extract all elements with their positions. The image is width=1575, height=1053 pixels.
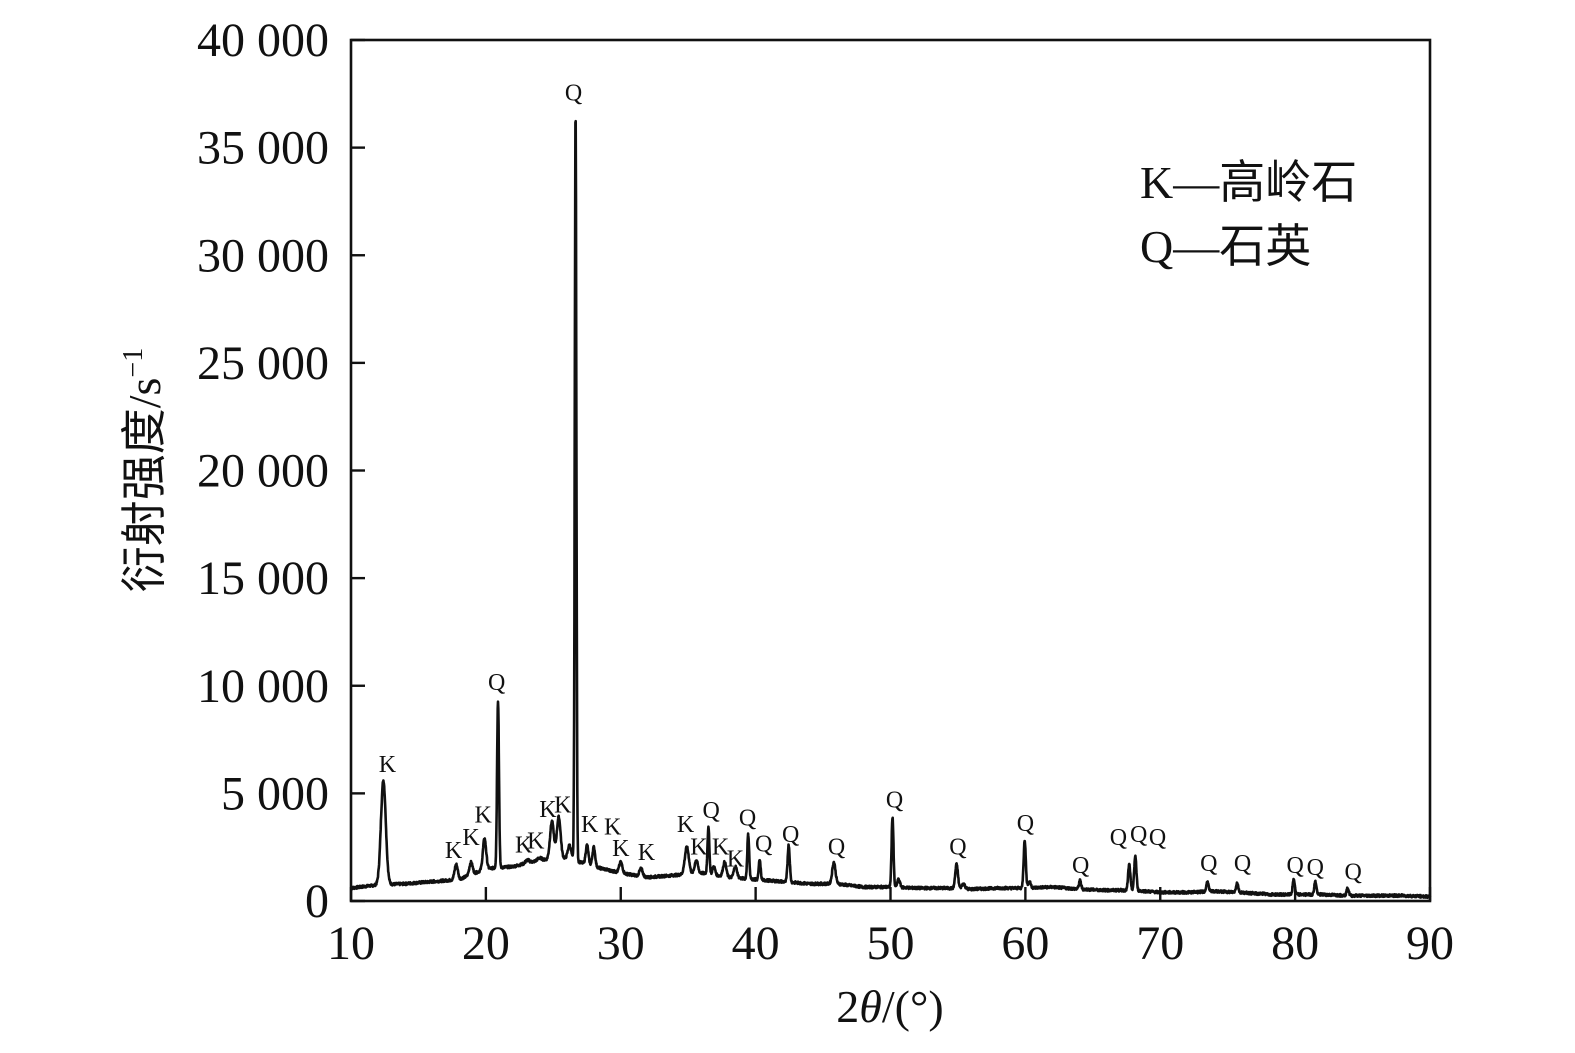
peak-label: Q (828, 835, 845, 861)
plot-frame (349, 38, 1432, 903)
peak-label: Q (1072, 853, 1089, 879)
x-tick-label: 60 (1001, 917, 1049, 970)
peak-label: Q (949, 835, 966, 861)
peak-label: Q (565, 80, 582, 106)
y-tick-label: 0 (305, 875, 329, 928)
y-tick-label: 10 000 (197, 660, 329, 713)
x-tick-label: 90 (1406, 917, 1454, 970)
x-tick-label: 50 (867, 917, 915, 970)
peak-label: Q (886, 787, 903, 813)
peak-label: Q (1286, 853, 1303, 879)
x-tick-label: 20 (462, 917, 510, 970)
peak-label: K (604, 814, 622, 840)
peak-label: Q (1234, 851, 1251, 877)
y-tick-label: 15 000 (197, 552, 329, 605)
peak-label: K (462, 825, 480, 851)
peak-label: Q (488, 670, 505, 696)
peak-label: K (581, 812, 599, 838)
peak-label: K (515, 833, 533, 859)
peak-label: Q (702, 798, 719, 824)
peak-label: Q (1307, 855, 1324, 881)
peak-label: K (727, 847, 745, 873)
peak-label: Q (1344, 859, 1361, 885)
y-axis-ticks: 0 5 000 10 000 15 000 20 000 25 000 30 000 35 0… (197, 14, 365, 928)
diffraction-pattern-line (350, 119, 1432, 900)
peak-label: K (677, 812, 695, 838)
y-tick-label: 20 000 (197, 445, 329, 498)
peak-label: Q (1017, 811, 1034, 837)
legend: K—高岭石 Q—石英 (1140, 157, 1357, 272)
peak-label: K (712, 835, 730, 861)
peak-label: K (690, 835, 708, 861)
peak-label: K (612, 836, 630, 862)
y-tick-label: 35 000 (197, 122, 329, 175)
peak-label: K (638, 840, 656, 866)
peak-label: Q (1149, 825, 1166, 851)
peak-label: Q (1110, 825, 1127, 851)
peak-label: Q (739, 806, 756, 832)
peak-label: Q (782, 822, 799, 848)
peak-label: K (379, 752, 397, 778)
legend-entry: Q—石英 (1140, 221, 1311, 272)
peak-label: Q (1130, 822, 1147, 848)
peak-label: Q (755, 831, 772, 857)
peak-label: K (475, 802, 493, 828)
peak-label: Q (1200, 851, 1217, 877)
peak-label: K (445, 838, 463, 864)
x-tick-label: 30 (597, 917, 645, 970)
peak-label: K (554, 793, 572, 819)
x-tick-label: 10 (327, 917, 375, 970)
y-tick-label: 30 000 (197, 229, 329, 282)
y-tick-label: 5 000 (221, 767, 329, 820)
x-tick-label: 70 (1136, 917, 1184, 970)
x-axis-ticks: 10 20 30 40 50 60 70 80 90 (327, 887, 1454, 970)
y-axis-title: 衍射强度/s−1 (118, 348, 170, 592)
x-tick-label: 40 (732, 917, 780, 970)
peak-label: K (527, 828, 545, 854)
peak-label: K (539, 797, 557, 823)
legend-entry: K—高岭石 (1140, 157, 1357, 208)
x-axis-title: 2θ/(°) (836, 981, 943, 1032)
y-tick-label: 25 000 (197, 337, 329, 390)
y-tick-label: 40 000 (197, 14, 329, 67)
x-tick-label: 80 (1271, 917, 1319, 970)
